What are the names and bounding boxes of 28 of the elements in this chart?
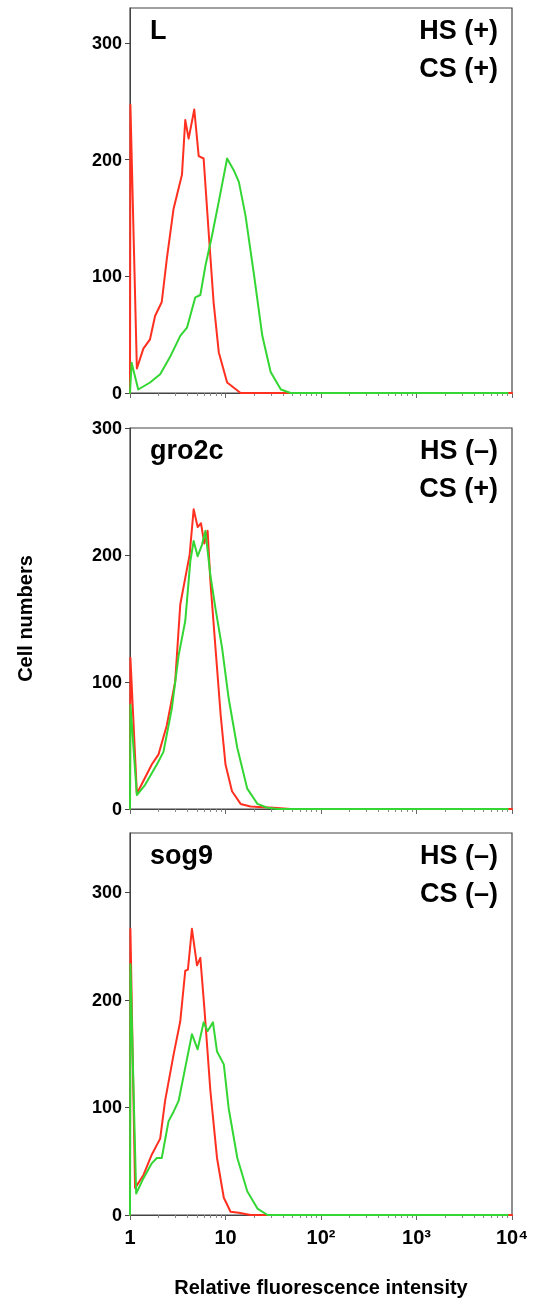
y-tick-label: 200 (91, 989, 122, 1010)
y-axis-title: Cell numbers (14, 555, 36, 682)
y-tick-label: 0 (111, 799, 122, 819)
annotation: HS (–) (419, 839, 498, 870)
annotation: CS (–) (419, 877, 498, 908)
x-tick-label: 10³ (402, 1226, 432, 1248)
y-tick-label: 100 (91, 672, 122, 692)
y-tick-label: 300 (91, 882, 122, 903)
annotation: HS (–) (419, 434, 498, 465)
x-axis-title: Relative fluorescence intensity (174, 1276, 469, 1298)
annotation: CS (+) (419, 52, 498, 83)
annotation: CS (+) (419, 472, 498, 503)
y-tick-label: 0 (111, 1205, 122, 1225)
y-tick-label: 200 (91, 149, 122, 170)
annotation: sog9 (150, 839, 214, 870)
y-tick-label: 300 (91, 418, 122, 438)
y-tick-label: 0 (111, 383, 122, 403)
y-tick-label: 300 (91, 33, 122, 53)
x-tick-label: 10 (214, 1226, 237, 1248)
x-tick-label: 1 (124, 1226, 136, 1248)
y-tick-label: 100 (91, 1097, 122, 1118)
y-tick-label: 200 (91, 545, 122, 565)
x-tick-label: 10⁴ (495, 1226, 529, 1248)
y-tick-label: 100 (91, 266, 122, 287)
annotation: HS (+) (419, 14, 498, 45)
annotation: gro2c (150, 434, 224, 465)
annotation: L (150, 14, 167, 45)
x-tick-label: 10² (306, 1226, 336, 1248)
